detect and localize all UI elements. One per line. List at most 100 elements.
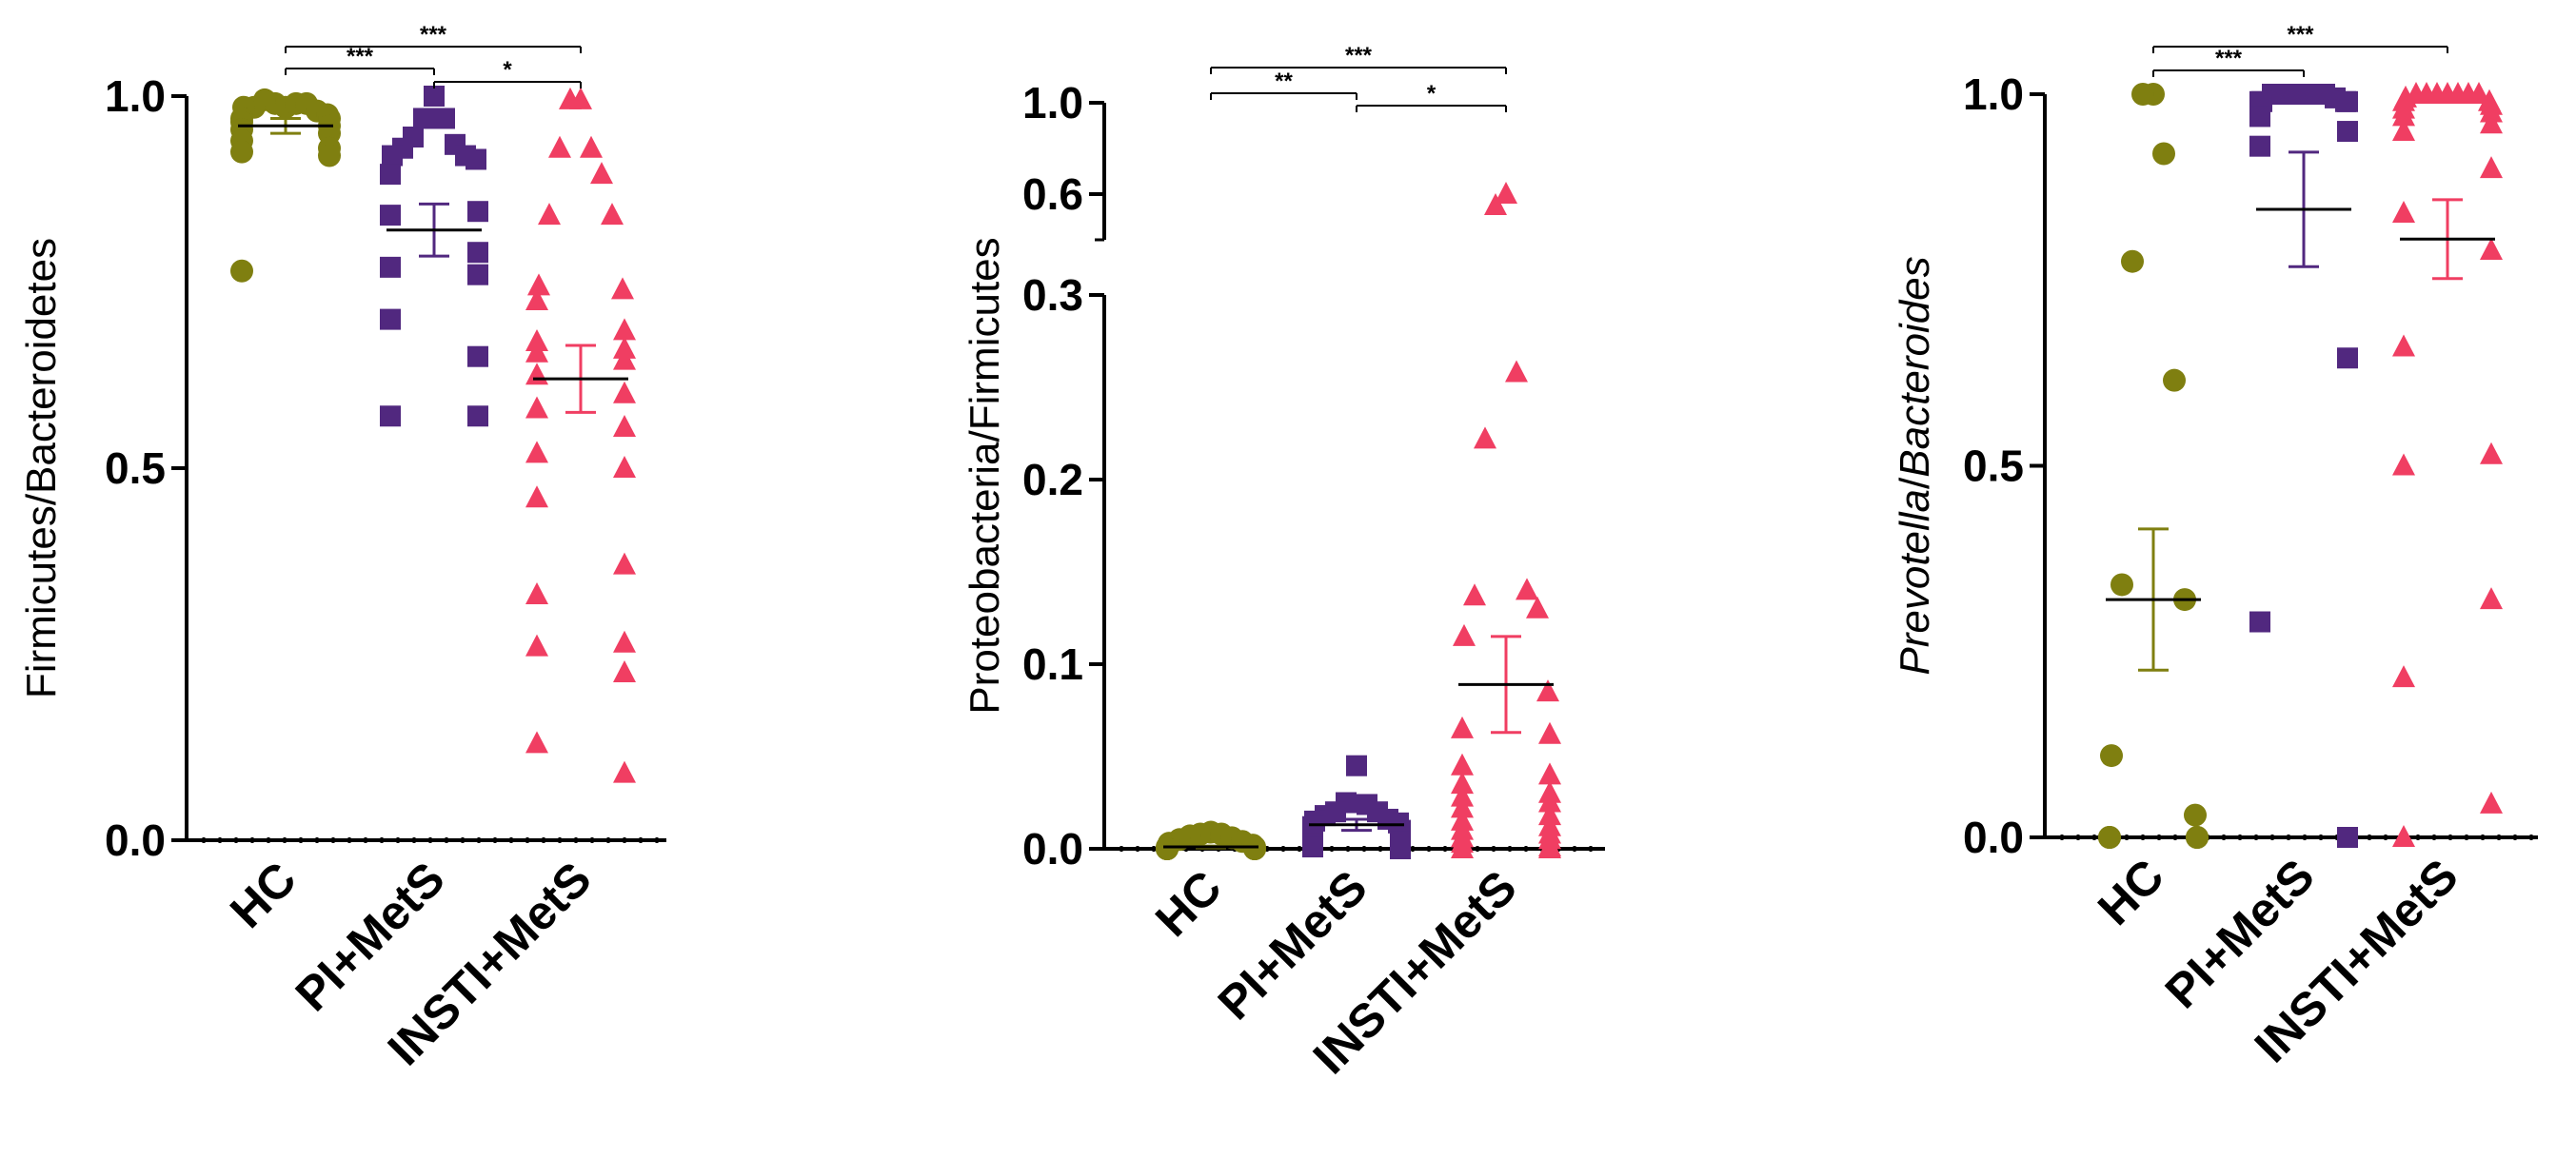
data-point	[2121, 249, 2144, 273]
panel-prevotella-bacteroides: 0.00.51.0Prevotella/BacteroidesHCPI+MetS…	[1892, 22, 2538, 1072]
data-point	[1451, 716, 1474, 738]
data-point	[1538, 803, 1561, 826]
y-tick-label: 0.3	[1022, 270, 1083, 320]
y-axis-label: Prevotella/Bacteroides	[1892, 256, 1938, 675]
data-point	[1484, 193, 1507, 215]
significance-label: ***	[347, 44, 374, 69]
significance-label: ***	[420, 22, 447, 48]
significance-label: ***	[2215, 46, 2243, 71]
data-point	[1451, 772, 1474, 795]
data-point	[424, 86, 445, 107]
y-tick-label: 0.5	[105, 443, 166, 493]
y-tick-label: 1.0	[1022, 78, 1083, 128]
data-point	[613, 336, 636, 359]
data-point	[1451, 753, 1474, 776]
data-point	[380, 256, 401, 278]
data-point	[2480, 442, 2503, 464]
data-point	[613, 347, 636, 370]
y-tick-label: 0.5	[1963, 442, 2024, 491]
data-point	[613, 381, 636, 403]
data-point	[1538, 836, 1561, 858]
y-tick-label: 0.1	[1022, 639, 1083, 689]
data-point	[1451, 836, 1474, 858]
category-label: HC	[2088, 849, 2174, 935]
data-point	[2392, 200, 2415, 223]
data-point	[2152, 142, 2175, 166]
data-point	[2392, 825, 2415, 847]
y-tick-label: 1.0	[105, 71, 166, 121]
data-point	[1538, 790, 1561, 813]
data-point	[2131, 83, 2154, 106]
data-point	[2392, 104, 2415, 127]
data-point	[466, 148, 486, 170]
data-point	[2480, 100, 2503, 123]
data-point	[1538, 721, 1561, 744]
y-tick-label: 0.6	[1022, 169, 1083, 219]
data-point	[1390, 838, 1411, 859]
y-tick-label: 0.2	[1022, 455, 1083, 504]
data-point	[380, 164, 401, 186]
data-point	[548, 135, 571, 158]
data-point	[613, 318, 636, 341]
data-point	[467, 405, 488, 427]
data-point	[382, 145, 403, 167]
data-point	[1474, 426, 1496, 449]
data-point	[318, 144, 341, 167]
data-point	[2100, 744, 2123, 768]
data-point	[613, 414, 636, 437]
y-tick-label: 0.0	[1022, 824, 1083, 874]
panel-firmicutes-bacteroidetes: 0.00.51.0Firmicutes/BacteroidetesHCPI+Me…	[18, 22, 666, 1075]
data-point	[2110, 573, 2133, 597]
data-point	[525, 363, 548, 385]
data-point	[2337, 121, 2358, 143]
data-point	[2467, 82, 2490, 104]
data-point	[230, 140, 253, 164]
data-point	[2098, 826, 2121, 849]
data-point	[1495, 182, 1517, 204]
category-label: HC	[220, 852, 307, 938]
panel-proteobacteria-firmicutes: 0.0 0.1 0.2 0.3 0.6 1.0 Proteobacteria/Firmicu…	[961, 43, 1605, 1084]
data-point	[613, 456, 636, 478]
significance-label: *	[503, 57, 512, 83]
data-point	[1451, 784, 1474, 807]
significance-label: *	[1427, 81, 1437, 107]
y-axis-label-separator: /	[1892, 477, 1938, 489]
significance-label: ***	[1345, 43, 1373, 69]
data-point	[2184, 803, 2207, 827]
y-tick-label: 1.0	[1963, 69, 2024, 119]
data-point	[525, 441, 548, 463]
y-axis-label: Firmicutes/Bacteroidetes	[18, 238, 65, 698]
y-tick-label: 0.0	[1963, 813, 2024, 862]
data-point	[2480, 111, 2503, 134]
y-axis-label: Proteobacteria/Firmicutes	[961, 237, 1008, 714]
data-point	[1526, 596, 1549, 619]
data-point	[525, 731, 548, 754]
data-point	[525, 396, 548, 419]
data-point	[467, 242, 488, 264]
data-point	[1156, 837, 1179, 860]
data-point	[525, 581, 548, 604]
data-point	[613, 630, 636, 653]
significance-label: **	[1275, 69, 1293, 94]
data-point	[1538, 762, 1561, 785]
data-point	[2480, 587, 2503, 610]
data-point	[1243, 837, 1266, 860]
category-label: HC	[1145, 860, 1232, 947]
data-point	[2249, 106, 2270, 128]
data-point	[1463, 583, 1486, 606]
data-point	[559, 87, 582, 109]
data-point	[1505, 360, 1528, 383]
data-point	[580, 135, 603, 158]
data-point	[467, 345, 488, 367]
data-point	[2337, 347, 2358, 369]
data-point	[613, 660, 636, 683]
data-point	[613, 760, 636, 783]
data-point	[2249, 135, 2270, 157]
data-point	[2392, 119, 2415, 142]
data-point	[1302, 836, 1323, 858]
data-point	[525, 340, 548, 363]
y-tick-label: 0.0	[105, 815, 166, 865]
data-point	[527, 273, 550, 296]
data-point	[2392, 453, 2415, 476]
